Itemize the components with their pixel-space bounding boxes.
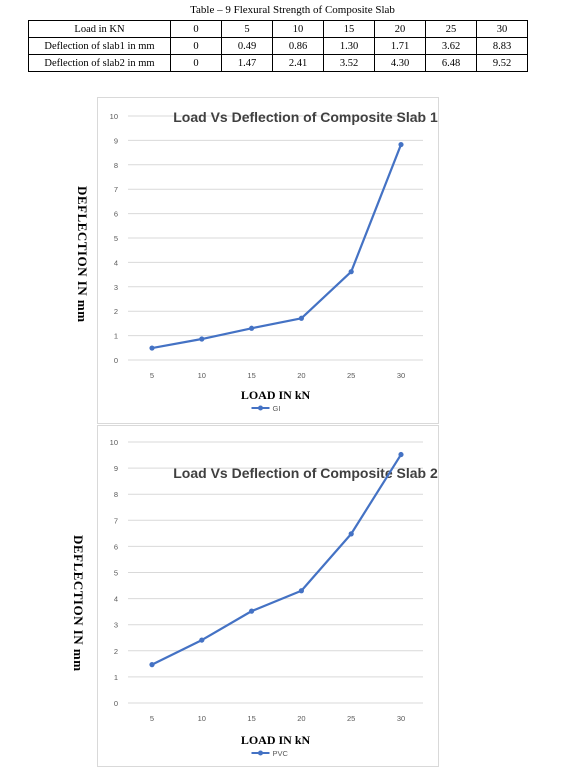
table-caption: Table – 9 Flexural Strength of Composite… [190, 4, 395, 16]
table-row: Deflection of slab2 in mm 0 1.47 2.41 3.52 4.… [28, 54, 528, 72]
series-line [151, 144, 403, 350]
table-cell: 0 [170, 54, 222, 72]
table-row: Load in KN 0 5 10 15 20 25 30 [28, 20, 528, 38]
y-tick-label: 10 [110, 112, 118, 121]
series-line [151, 453, 402, 666]
chart-slab2-ylabel: DEFLECTION IN mm [71, 535, 86, 672]
x-tick-label: 10 [198, 371, 206, 380]
y-tick-label: 9 [114, 464, 118, 473]
y-tick-label: 4 [114, 595, 118, 604]
x-tick-label: 15 [247, 371, 255, 380]
table-cell: 3.52 [323, 54, 375, 72]
y-tick-label: 3 [114, 621, 118, 630]
table-cell: 10 [272, 20, 324, 38]
data-point [249, 325, 255, 331]
y-tick-label: 6 [114, 542, 118, 551]
table-cell: 0 [170, 37, 222, 55]
y-tick-label: 7 [114, 185, 118, 194]
y-tick-label: 4 [114, 258, 118, 267]
x-tick-label: 10 [198, 714, 206, 723]
y-tick-label: 10 [110, 438, 118, 447]
table-cell: 9.52 [476, 54, 528, 72]
legend-marker [258, 405, 263, 411]
y-tick-label: 7 [114, 516, 118, 525]
y-tick-label: 5 [114, 234, 118, 243]
data-point [398, 141, 404, 148]
chart-title: Load Vs Deflection of Composite Slab 1 [173, 109, 438, 125]
x-tick-label: 15 [247, 714, 255, 723]
x-tick-label: 30 [397, 714, 405, 723]
legend-marker [258, 750, 263, 756]
table-cell: 0.86 [272, 37, 324, 55]
table-cell: 1.47 [221, 54, 273, 72]
legend-label: GI [273, 404, 281, 413]
legend-label: PVC [273, 749, 289, 758]
data-point [298, 315, 304, 321]
x-tick-label: 25 [347, 371, 355, 380]
data-point [149, 345, 155, 351]
table-cell: 4.30 [374, 54, 426, 72]
data-point [199, 637, 205, 643]
flexural-strength-table: Load in KN 0 5 10 15 20 25 30 Deflection of slab… [28, 20, 528, 72]
table-cell: 25 [425, 20, 477, 38]
chart-slab2-svg: 0 1 2 3 4 5 6 7 8 9 10 5 10 15 20 25 30 Load Vs Deflectio… [110, 438, 438, 758]
table-row: Deflection of slab1 in mm 0 0.49 0.86 1.30 1.… [28, 37, 528, 55]
x-tick-label: 20 [297, 371, 305, 380]
table-cell: 20 [374, 20, 426, 38]
data-point [398, 451, 404, 458]
y-tick-label: 6 [114, 210, 118, 219]
table-row-label: Deflection of slab1 in mm [28, 37, 171, 55]
y-tick-label: 8 [114, 490, 118, 499]
x-tick-label: 25 [347, 714, 355, 723]
table-row-label: Deflection of slab2 in mm [28, 54, 171, 72]
y-tick-label: 1 [114, 673, 118, 682]
table-cell: 2.41 [272, 54, 324, 72]
chart-slab1-svg: 0 1 2 3 4 5 6 7 8 9 10 5 10 15 20 25 30 Load Vs Deflectio… [110, 109, 438, 413]
y-tick-label: 5 [114, 569, 118, 578]
x-axis-label: LOAD IN kN [241, 388, 311, 402]
table-cell: 6.48 [425, 54, 477, 72]
y-tick-label: 0 [114, 356, 118, 365]
data-point [298, 588, 304, 594]
data-point [199, 336, 205, 342]
table-cell: 0.49 [221, 37, 273, 55]
table-cell: 5 [221, 20, 273, 38]
table-cell: 15 [323, 20, 375, 38]
y-tick-label: 1 [114, 332, 118, 341]
table-cell: 30 [476, 20, 528, 38]
chart-slab1: 0 1 2 3 4 5 6 7 8 9 10 5 10 15 20 25 30 Load Vs Deflectio… [97, 97, 439, 424]
data-point [249, 608, 255, 614]
y-tick-label: 3 [114, 283, 118, 292]
x-tick-label: 20 [297, 714, 305, 723]
chart-title: Load Vs Deflection of Composite Slab 2 [173, 465, 438, 481]
chart-slab1-ylabel: DEFLECTION IN mm [75, 186, 90, 323]
table-cell: 1.30 [323, 37, 375, 55]
data-point [348, 531, 354, 537]
chart-slab2: 0 1 2 3 4 5 6 7 8 9 10 5 10 15 20 25 30 Load Vs Deflectio… [97, 425, 439, 767]
x-tick-label: 5 [150, 371, 154, 380]
y-tick-label: 9 [114, 136, 118, 145]
y-tick-label: 8 [114, 161, 118, 170]
table-cell: 1.71 [374, 37, 426, 55]
y-tick-label: 0 [114, 699, 118, 708]
x-axis-label: LOAD IN kN [241, 733, 311, 747]
data-point [348, 269, 354, 275]
x-tick-label: 30 [397, 371, 405, 380]
table-cell: 0 [170, 20, 222, 38]
y-tick-label: 2 [114, 647, 118, 656]
table-row-label: Load in KN [28, 20, 171, 38]
y-tick-label: 2 [114, 307, 118, 316]
data-point [149, 662, 155, 668]
table-cell: 3.62 [425, 37, 477, 55]
x-tick-label: 5 [150, 714, 154, 723]
table-cell: 8.83 [476, 37, 528, 55]
